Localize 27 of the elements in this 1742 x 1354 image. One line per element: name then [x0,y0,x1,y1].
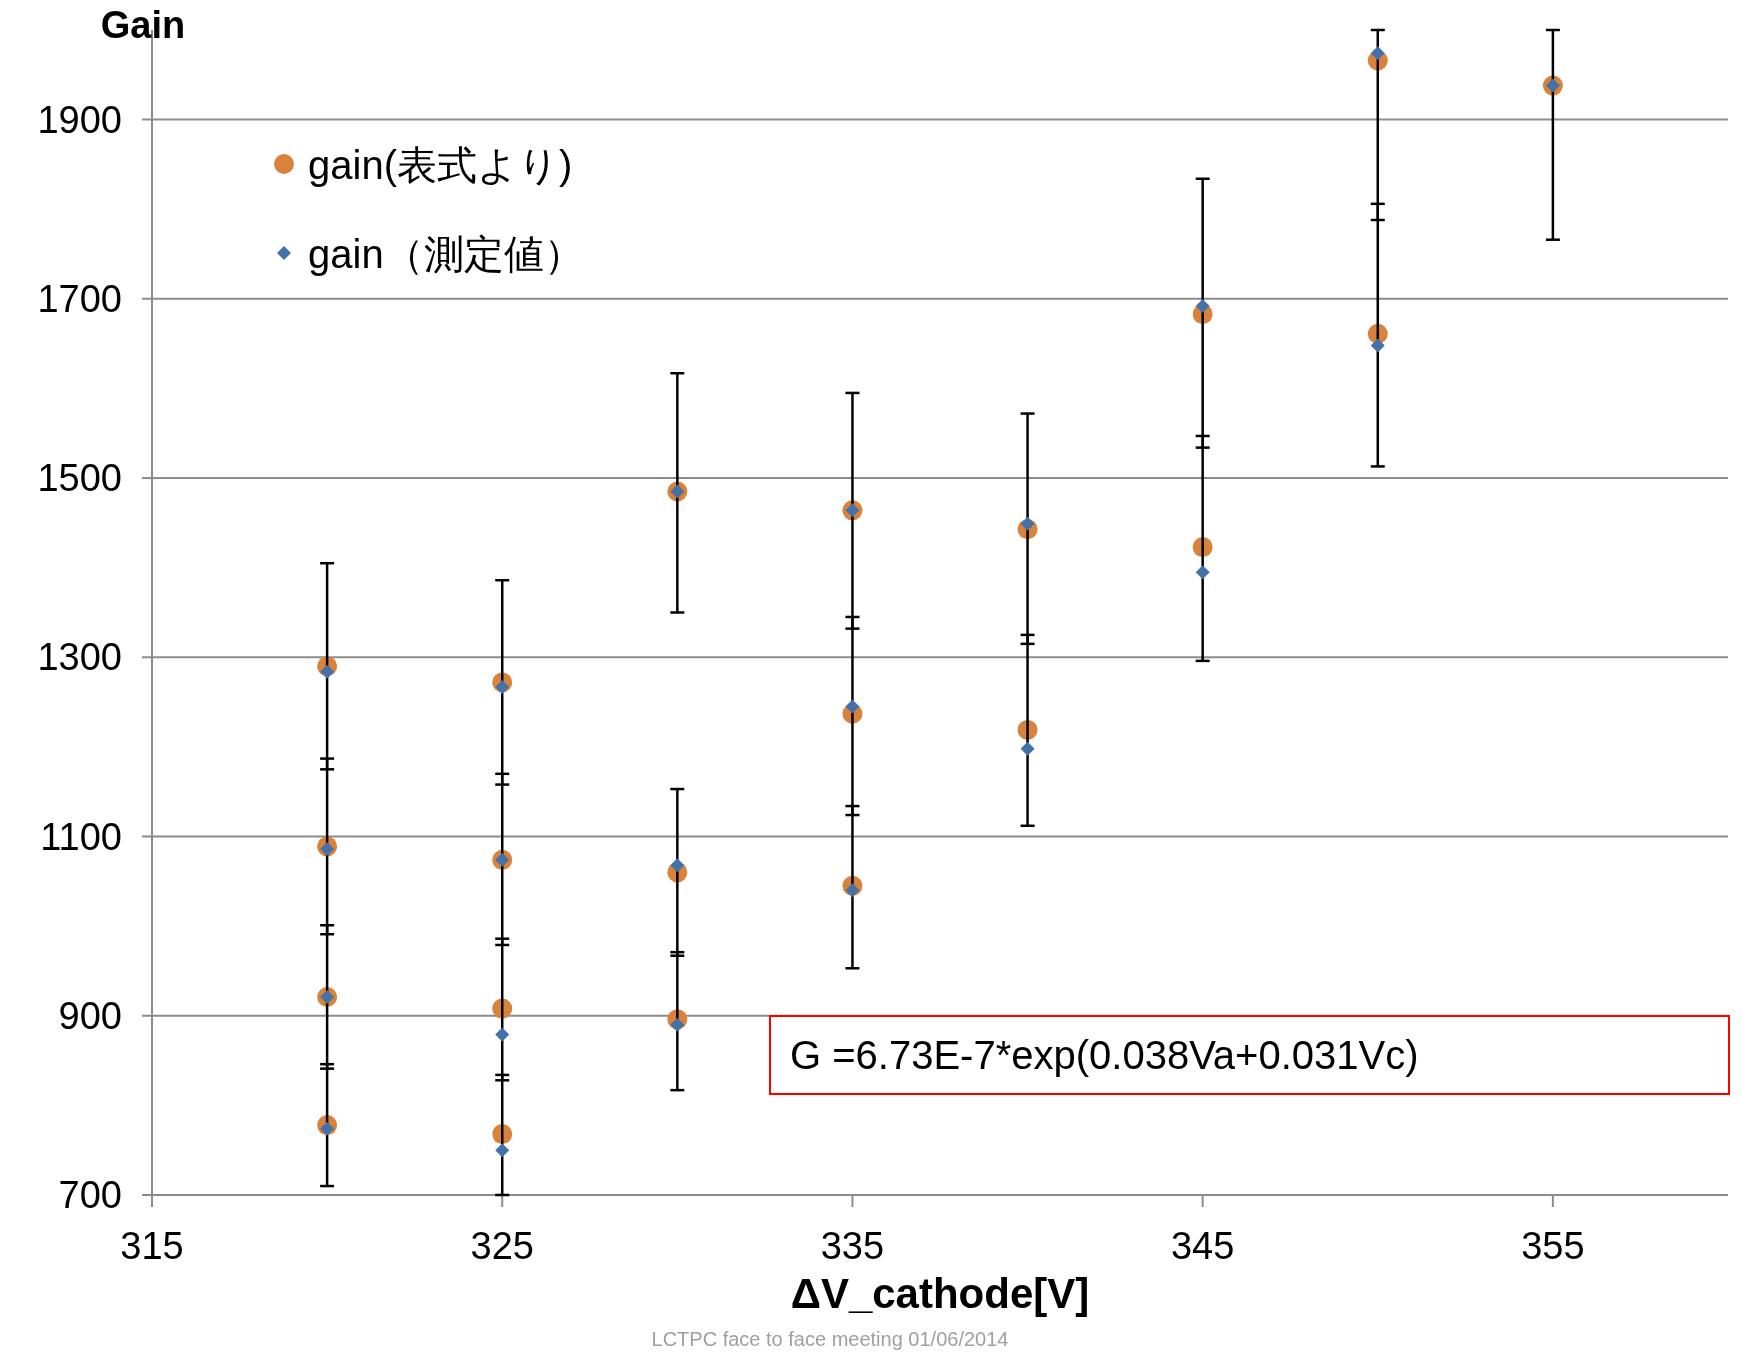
point [495,1027,510,1042]
x-tick-label: 355 [1521,1225,1585,1267]
y-tick-label: 1100 [40,815,122,858]
point [1020,741,1035,756]
text: LCTPC face to face meeting 01/06/2014 [651,1328,1009,1350]
y-axis-title: Gain [100,4,186,46]
x-tick-label: 335 [820,1225,885,1267]
point [1370,338,1385,353]
y-tick-label: 1700 [37,277,122,320]
y-tick-label: 1300 [37,636,122,679]
point [1195,299,1210,314]
point [670,858,685,873]
y-tick-label: 900 [58,994,122,1037]
point [1195,565,1210,580]
y-tick-label: 1900 [37,98,122,141]
y-tick-label: 700 [58,1174,122,1216]
legend-label: gain（測定値） [308,232,584,276]
y-tick-label: 1500 [37,457,122,500]
x-tick-label: 345 [1170,1225,1235,1267]
legend-label: gain(表式より) [308,143,573,187]
point [1370,46,1385,61]
annotation: G =6.73E-7*exp(0.038Va+0.031Vc) [790,1033,1419,1077]
point [845,699,860,714]
x-tick-label: 325 [470,1225,534,1267]
x-tick-label: 315 [120,1225,184,1267]
x-axis-title: ΔV_cathode[V] [790,1270,1090,1317]
point [495,1143,510,1158]
